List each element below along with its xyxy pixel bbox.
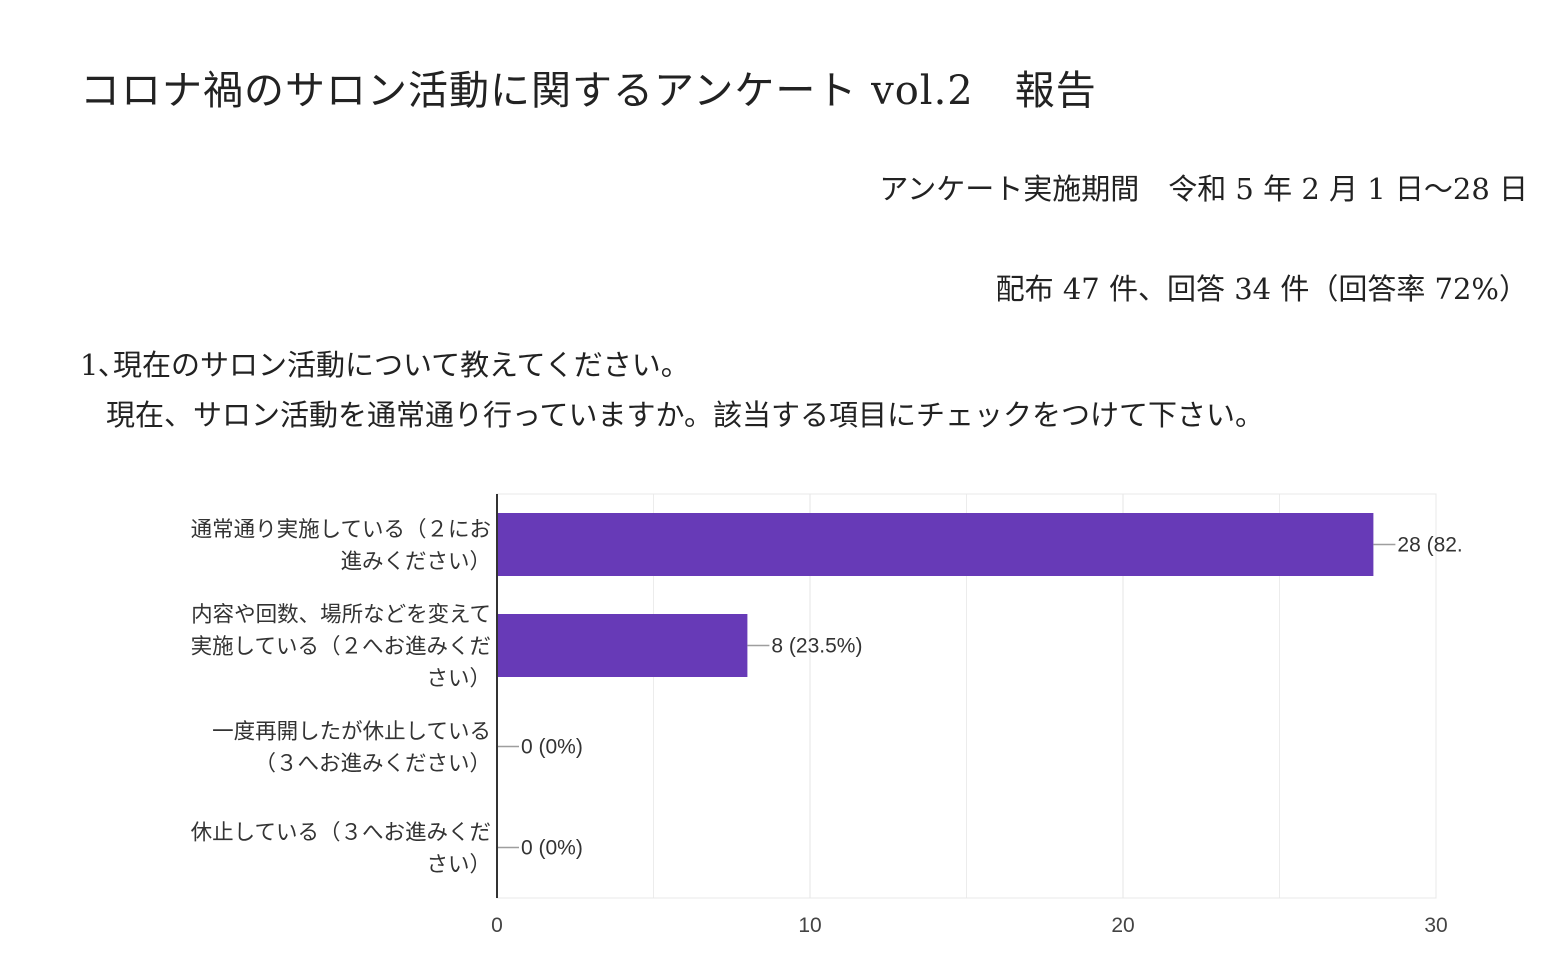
data-label: 0 (0%) xyxy=(521,837,583,860)
page-title: コロナ禍のサロン活動に関するアンケート vol.2 報告 xyxy=(80,68,1097,114)
category-label: さい） xyxy=(426,667,491,691)
category-label: 一度再開したが休止している xyxy=(212,720,491,744)
data-label: 0 (0%) xyxy=(521,736,583,759)
bar xyxy=(497,614,748,677)
survey-period: アンケート実施期間 令和 5 年 2 月 1 日〜28 日 xyxy=(879,172,1528,206)
category-label: さい） xyxy=(426,853,491,877)
x-tick-label: 30 xyxy=(1424,914,1447,937)
question-heading: 1､現在のサロン活動について教えてください。 xyxy=(80,348,690,382)
category-label: 進みください） xyxy=(340,550,491,574)
category-label: 実施している（２へお進みくだ xyxy=(191,635,491,659)
bar xyxy=(497,513,1374,576)
category-label: 通常通り実施している（２にお xyxy=(191,518,491,542)
category-label: （３へお進みください） xyxy=(254,752,491,776)
category-label: 休止している（３へお進みくだ xyxy=(191,821,491,845)
x-tick-label: 20 xyxy=(1111,914,1134,937)
distribution-summary: 配布 47 件、回答 34 件（回答率 72%） xyxy=(995,272,1528,306)
question-text: 現在、サロン活動を通常通り行っていますか。該当する項目にチェックをつけて下さい。 xyxy=(106,398,1264,432)
x-tick-label: 10 xyxy=(798,914,821,937)
data-label: 8 (23.5%) xyxy=(771,635,862,658)
x-tick-label: 0 xyxy=(491,914,503,937)
category-label: 内容や回数、場所などを変えて xyxy=(191,603,491,627)
data-label: 28 (82. xyxy=(1397,534,1462,557)
